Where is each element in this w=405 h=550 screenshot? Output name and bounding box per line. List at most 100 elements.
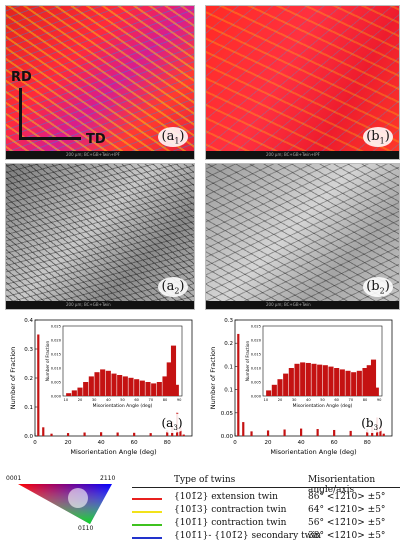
scale-bar-text: 200 µm; BC+GB+Twin+IPF <box>266 152 320 157</box>
inset-x-tick-label: 50 <box>320 398 325 402</box>
inset-bar <box>345 370 351 396</box>
panel-label-a3: (a3) <box>157 413 187 433</box>
inset-y-tick-label: 0.015 <box>251 353 261 357</box>
inset-x-tick-label: 20 <box>78 398 83 402</box>
panel-label-b1: (b1) <box>363 127 393 147</box>
histogram-bar <box>237 333 240 436</box>
inset-bar <box>162 376 168 396</box>
x-tick-label: 80 <box>164 440 171 446</box>
inset-bar <box>334 368 340 396</box>
legend-row: {101̄1}- {101̄2} secondary twin 38° <12̄1… <box>132 531 400 544</box>
inset-bar <box>145 382 151 396</box>
scale-bar: 200 µm; BC+GB+Twin+IPF <box>206 151 399 159</box>
legend-row: {101̄1} contraction twin 56° <12̄10> ±5° <box>132 518 400 531</box>
histogram-bar <box>179 427 182 436</box>
inset-x-tick-label: 30 <box>92 398 97 402</box>
legend-row: {101̄2} extension twin 86° <12̄10> ±5° <box>132 492 400 505</box>
x-tick-label: 0 <box>33 440 37 446</box>
ipf-label-0001: 0001 <box>6 475 22 482</box>
inset-x-tick-label: 30 <box>292 398 297 402</box>
inset-bar <box>311 363 317 396</box>
inset-y-tick-label: 0.015 <box>51 353 61 357</box>
panel-label-sub: 3 <box>173 424 177 432</box>
histogram-bar <box>283 429 286 436</box>
td-label: TD <box>86 132 106 147</box>
histogram-a3: 0.0 0.1 0.2 0.3 0.4 0 20 40 60 80 Misorientation A… <box>9 318 193 456</box>
histogram-bar <box>133 432 136 436</box>
inset-bar <box>351 372 357 396</box>
x-tick-label: 60 <box>331 440 338 446</box>
panel-label-close: ) <box>378 416 383 430</box>
panel-label-b2: (b2) <box>363 277 393 297</box>
x-axis-label: Misorientation Angle (deg) <box>70 448 156 456</box>
inset-frame <box>62 325 183 397</box>
inset-bar <box>294 363 300 396</box>
y-tick-label: 0.3 <box>224 318 233 324</box>
x-tick-label: 20 <box>65 440 72 446</box>
inset-bar <box>300 362 306 396</box>
histogram-bar <box>366 429 369 436</box>
inset-bar <box>166 362 172 396</box>
panel-label-bg <box>357 413 387 433</box>
y-tick-label: 0.05 <box>221 411 234 417</box>
inset-bar <box>77 387 83 396</box>
panel-label-bg <box>157 413 187 433</box>
ebsd-map-a1: 200 µm; BC+GB+Twin+IPF (a1) RD TD <box>5 5 195 160</box>
x-tick-label: 60 <box>131 440 138 446</box>
x-axis-label: Misorientation Angle (deg) <box>270 448 356 456</box>
panel-label-b3: (b3) <box>357 413 387 433</box>
band-contrast-map-a2: 200 µm; BC+GB+Twin (a2) <box>5 163 195 310</box>
inset-bar <box>366 365 372 396</box>
legend-color-line <box>132 524 162 526</box>
rd-axis-line <box>19 88 22 140</box>
inset-bar <box>66 393 72 396</box>
inset-x-tick-label: 60 <box>334 398 339 402</box>
inset-x-tick-label: 70 <box>349 398 354 402</box>
inset-x-tick-label: 40 <box>106 398 111 402</box>
inset-bar <box>128 377 134 396</box>
scale-bar: 200 µm; BC+GB+Twin <box>206 301 399 309</box>
rd-label: RD <box>11 70 32 85</box>
histogram-bar <box>42 427 45 436</box>
panel-label-a2: (a2) <box>158 277 188 297</box>
scale-bar-text: 200 µm; BC+GB+Twin <box>266 302 311 307</box>
inset-y-axis-label: Number of Fraction <box>45 341 50 382</box>
inset-y-tick-label: 0.010 <box>251 367 262 371</box>
histogram-bar <box>50 433 53 436</box>
histogram-bar <box>379 426 382 436</box>
band-contrast-map-b2: 200 µm; BC+GB+Twin (b2) <box>205 163 400 310</box>
inset-y-tick-label: 0.000 <box>51 395 62 399</box>
inset-y-tick-label: 0.010 <box>51 367 62 371</box>
panel-label-close: ) <box>178 416 183 430</box>
legend-angle: 38° <12̄10> ±5° <box>308 531 386 541</box>
histogram-bar <box>250 431 253 436</box>
legend-rule <box>132 487 400 488</box>
scale-bar: 200 µm; BC+GB+Twin <box>6 301 194 309</box>
histogram-bar <box>66 433 70 436</box>
twin-legend: Type of twins Misorientation angle/axis … <box>132 475 400 547</box>
y-tick-label: 0.4 <box>24 318 33 324</box>
legend-twin-type: {101̄1}- {101̄2} secondary twin <box>174 531 322 541</box>
inset-y-axis-label: Number of Fraction <box>245 341 250 382</box>
histogram-bar <box>349 430 352 436</box>
inset-bar <box>111 373 117 396</box>
inset-frame <box>262 325 383 397</box>
inset-x-tick-label: 70 <box>149 398 154 402</box>
inset-x-tick-label: 60 <box>134 398 139 402</box>
legend-twin-type: {101̄2} extension twin <box>174 492 278 502</box>
legend-color-line <box>132 537 162 539</box>
histogram-bar <box>182 434 185 436</box>
inset-bar <box>271 384 277 396</box>
histogram-bar <box>300 428 303 436</box>
inset-bar <box>122 376 128 396</box>
panel-label-main: (b <box>361 416 374 430</box>
histogram-bar <box>242 422 245 436</box>
panel-label-a1: (a1) <box>158 127 188 147</box>
inset-x-tick-label: 80 <box>363 398 368 402</box>
y-tick-label: 0.3 <box>24 347 33 353</box>
inset-y-tick-label: 0.020 <box>251 339 262 343</box>
inset-bar <box>356 370 362 396</box>
inset-y-tick-label: 0.000 <box>251 395 262 399</box>
x-tick-label: 40 <box>98 440 105 446</box>
y-tick-label: 0.1 <box>24 405 33 411</box>
